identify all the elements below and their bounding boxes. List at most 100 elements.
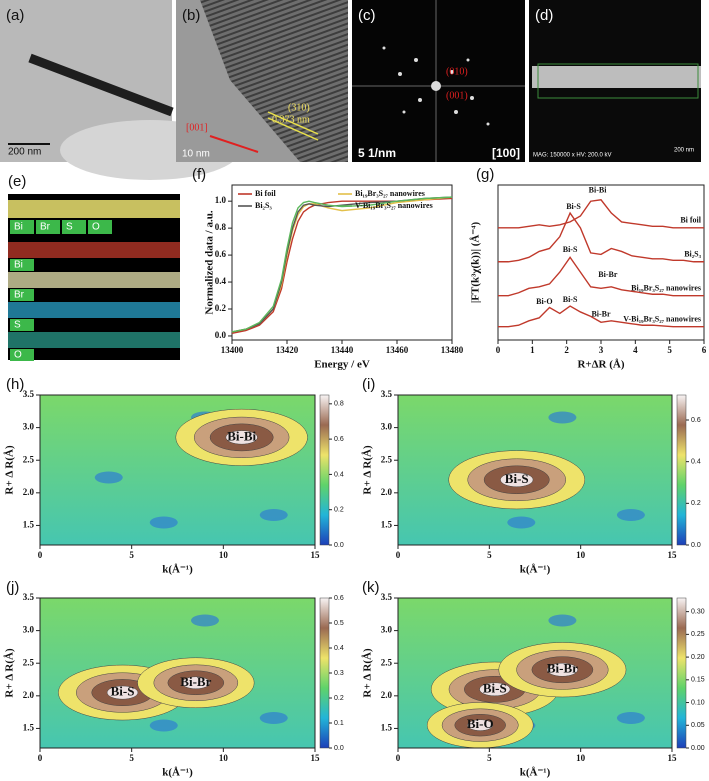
direction-label: [001] xyxy=(186,122,208,133)
low-region xyxy=(548,614,577,627)
y-tick-label: 1.5 xyxy=(23,722,35,732)
element-label: Br xyxy=(14,290,25,301)
x-tick-label: 10 xyxy=(219,753,229,763)
panel-label: (a) xyxy=(6,7,24,24)
colorbar-tick-label: 0.3 xyxy=(334,670,344,677)
series-label: Bi₁₉Br₃S₂₇ nanowires xyxy=(631,284,701,293)
y-tick-label: 3.0 xyxy=(381,422,393,432)
element-label: O xyxy=(14,350,22,361)
peak-label: Bi-S xyxy=(483,680,507,695)
x-axis-label: k(Å⁻¹) xyxy=(162,767,193,779)
element-label: Bi xyxy=(14,260,23,271)
y-tick-label: 1.5 xyxy=(381,519,393,529)
contour-level xyxy=(106,685,139,700)
direction-arrow xyxy=(209,135,259,153)
legend-label: Bi₁₉Br₃S₂₇ nanowires xyxy=(355,189,425,198)
series-line xyxy=(498,199,704,229)
colorbar-tick-label: 0.6 xyxy=(334,595,344,602)
x-tick-label: 6 xyxy=(702,345,707,355)
x-tick-label: 5 xyxy=(487,753,492,763)
x-axis-label: k(Å⁻¹) xyxy=(520,767,551,779)
colorbar-tick-label: 0.6 xyxy=(334,436,344,443)
colorbar-tick-label: 0.8 xyxy=(334,401,344,408)
y-tick-label: 2.5 xyxy=(381,657,393,667)
spot-label: (010) xyxy=(446,66,468,77)
peak-label: Bi-Br xyxy=(180,674,211,689)
peak-label: Bi-Bi xyxy=(227,428,256,443)
element-tag xyxy=(36,220,60,234)
x-tick-label: 13420 xyxy=(276,345,299,355)
peak-label: Bi-S xyxy=(505,471,529,486)
peak xyxy=(498,642,627,698)
colorbar-tick-label: 0.00 xyxy=(691,745,705,752)
low-region xyxy=(149,719,178,732)
series-line xyxy=(498,256,704,297)
low-region xyxy=(149,516,178,529)
plot-frame xyxy=(397,394,673,546)
y-tick-label: 3.0 xyxy=(23,422,35,432)
y-tick-label: 3.5 xyxy=(381,389,393,399)
map-row xyxy=(8,272,180,288)
annotation: Bi-S xyxy=(563,245,578,254)
plot-frame xyxy=(397,597,673,749)
x-tick-label: 15 xyxy=(668,550,678,560)
element-tag xyxy=(88,220,112,234)
y-tick-label: 2.0 xyxy=(23,690,35,700)
fft-image xyxy=(352,0,525,162)
colorbar-tick-label: 0.0 xyxy=(334,542,344,549)
x-tick-label: 15 xyxy=(311,753,321,763)
y-tick-label: 1.5 xyxy=(381,722,393,732)
colorbar xyxy=(319,597,330,749)
y-tick-label: 0.4 xyxy=(215,276,227,286)
y-tick-label: 1.5 xyxy=(23,519,35,529)
y-tick-label: 2.5 xyxy=(23,657,35,667)
low-region xyxy=(616,509,645,521)
panel-label: (i) xyxy=(362,376,375,393)
y-tick-label: 0.2 xyxy=(215,303,227,313)
y-tick-label: 2.0 xyxy=(23,487,35,497)
panel-c: (c) (010) (001) 5 1/nm [100] xyxy=(352,0,525,162)
panel-b: (b) (310) 0.373 nm [001] 10 nm xyxy=(176,0,348,162)
x-tick-label: 13460 xyxy=(386,345,409,355)
series-label: V-Bi₁₉Br₃S₂₇ nanowires xyxy=(623,315,701,324)
x-tick-label: 13480 xyxy=(441,345,464,355)
x-tick-label: 15 xyxy=(668,753,678,763)
x-axis-label: R+ΔR (Å) xyxy=(577,359,624,371)
y-tick-label: 3.5 xyxy=(23,389,35,399)
x-tick-label: 5 xyxy=(487,550,492,560)
y-axis-label: |FT(k³χ(k))| (Å⁻⁴) xyxy=(470,222,482,304)
panel-e: (e) Bi Bi Br Br S S O O xyxy=(8,173,180,361)
panel-label: (j) xyxy=(6,579,19,596)
scale-bar-label: 10 nm xyxy=(182,149,210,160)
panel-label: (e) xyxy=(8,173,26,190)
x-tick-label: 4 xyxy=(633,345,638,355)
peak-label: Bi-O xyxy=(467,716,494,731)
series-label: Bi foil xyxy=(680,216,701,225)
y-tick-label: 0.6 xyxy=(215,249,227,259)
element-tag xyxy=(10,220,34,234)
zone-axis: [100] xyxy=(492,146,520,160)
legend-label: Bi foil xyxy=(255,189,276,198)
element-tag xyxy=(62,220,86,234)
colorbar-tick-label: 0.15 xyxy=(691,677,705,684)
panel-label: (b) xyxy=(182,7,200,24)
panel-label: (h) xyxy=(6,376,24,393)
nanowire xyxy=(532,66,701,88)
panel-d: (d) MAG: 150000 x HV: 200.0 kV 200 nm xyxy=(529,0,701,162)
x-tick-label: 5 xyxy=(667,345,672,355)
x-tick-label: 10 xyxy=(576,753,586,763)
x-tick-label: 2 xyxy=(564,345,569,355)
scan-region xyxy=(537,63,699,99)
map-row xyxy=(8,200,180,218)
peak xyxy=(175,408,308,466)
panel-label: (c) xyxy=(358,7,376,24)
scale-bar-label: 200 nm xyxy=(674,148,694,154)
annotation: Bi-Br xyxy=(591,310,611,319)
colorbar-tick-label: 0.2 xyxy=(334,695,344,702)
y-tick-label: 1.0 xyxy=(215,195,227,205)
y-tick-label: 0.8 xyxy=(215,222,227,232)
contour-level xyxy=(181,676,211,690)
element-label: Bi xyxy=(14,222,23,233)
legend-label: V-Bi₁₉Br₃S₂₇ nanowires xyxy=(355,201,433,210)
